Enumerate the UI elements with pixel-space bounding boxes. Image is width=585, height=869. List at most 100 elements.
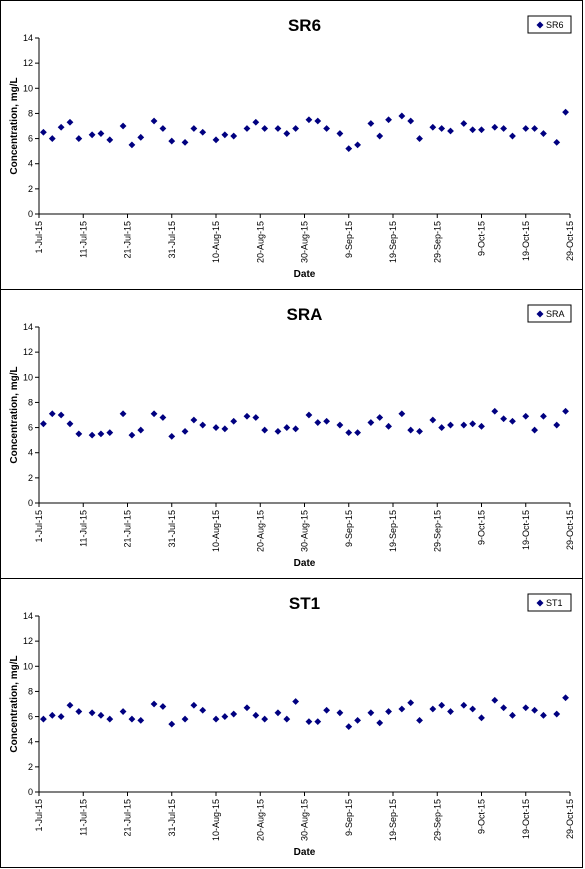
data-point — [553, 138, 561, 146]
chart-panel-sr6: SR6 0 2 4 6 8 10 12 14 1-Jul-15 11-Jul-15 21-Jul-15… — [0, 0, 583, 291]
data-point — [75, 708, 83, 715]
data-point — [252, 118, 260, 126]
data-point — [150, 700, 158, 708]
data-point — [97, 430, 105, 438]
x-tick-label: 1-Jul-15 — [34, 221, 44, 254]
data-point — [407, 426, 415, 434]
data-point — [159, 414, 167, 421]
data-point — [336, 421, 344, 429]
data-point — [367, 120, 375, 127]
data-point — [283, 715, 291, 723]
data-point — [305, 116, 313, 124]
y-tick-label: 0 — [28, 498, 33, 508]
data-point — [540, 412, 547, 420]
data-point — [199, 421, 207, 429]
y-tick-label: 2 — [28, 473, 33, 483]
data-point — [243, 125, 251, 132]
x-tick-label: 11-Jul-15 — [78, 221, 88, 258]
x-tick-label: 9-Sep-15 — [344, 221, 354, 258]
x-tick-label: 30-Aug-15 — [300, 510, 310, 552]
data-point — [292, 698, 300, 705]
data-point — [159, 125, 167, 132]
data-point — [181, 138, 189, 146]
data-point — [376, 414, 384, 421]
data-point — [438, 125, 446, 132]
data-point — [540, 711, 547, 719]
legend-label: SRA — [546, 309, 565, 319]
data-point — [416, 135, 423, 142]
data-point — [243, 704, 251, 712]
x-tick-label: 19-Oct-15 — [521, 221, 531, 261]
x-axis-label: Date — [294, 847, 316, 858]
y-tick-label: 8 — [28, 397, 33, 407]
data-point — [562, 694, 569, 702]
data-point — [57, 123, 65, 131]
data-point — [314, 718, 322, 725]
x-tick-label: 29-Sep-15 — [432, 510, 442, 552]
data-point — [97, 130, 105, 137]
data-point — [40, 420, 47, 428]
data-point — [509, 132, 516, 140]
y-tick-label: 2 — [28, 184, 33, 194]
legend-box — [527, 304, 572, 323]
data-point — [274, 709, 282, 717]
data-point — [88, 431, 96, 439]
x-tick-label: 21-Jul-15 — [123, 799, 133, 837]
x-axis-label: Date — [294, 558, 316, 569]
data-point — [168, 432, 176, 440]
data-point — [199, 128, 207, 136]
data-point — [261, 426, 269, 434]
data-point — [274, 125, 282, 132]
data-point — [531, 426, 538, 434]
x-tick-label: 10-Aug-15 — [211, 799, 221, 841]
data-point — [460, 421, 468, 429]
y-tick-label: 4 — [28, 159, 33, 169]
data-point — [150, 410, 158, 418]
data-point — [106, 136, 114, 144]
data-point — [48, 711, 56, 719]
data-point — [491, 696, 499, 704]
data-point — [354, 429, 361, 436]
x-tick-label: 29-Oct-15 — [565, 799, 575, 839]
data-point — [447, 127, 454, 135]
y-tick-label: 12 — [23, 58, 33, 68]
x-tick-label: 9-Oct-15 — [477, 510, 487, 545]
y-tick-label: 0 — [28, 209, 33, 219]
data-point — [385, 708, 392, 715]
data-point — [199, 706, 207, 714]
data-point — [261, 715, 269, 723]
data-point — [407, 117, 415, 125]
data-point — [469, 126, 477, 134]
x-tick-label: 29-Sep-15 — [432, 799, 442, 841]
data-point — [314, 117, 322, 125]
data-point — [221, 425, 229, 433]
data-point — [212, 136, 220, 144]
data-point — [336, 709, 344, 717]
x-tick-label: 9-Sep-15 — [344, 799, 354, 836]
data-point — [398, 705, 406, 713]
data-point — [345, 429, 353, 436]
x-tick-label: 11-Jul-15 — [78, 510, 88, 547]
data-point — [190, 701, 198, 709]
data-point — [305, 411, 313, 419]
x-tick-label: 29-Oct-15 — [565, 510, 575, 550]
x-tick-label: 19-Sep-15 — [388, 510, 398, 552]
y-tick-label: 6 — [28, 712, 33, 722]
data-point — [168, 720, 176, 728]
data-point — [106, 715, 114, 723]
data-point — [252, 711, 260, 719]
x-tick-label: 9-Oct-15 — [477, 799, 487, 834]
x-tick-label: 9-Sep-15 — [344, 510, 354, 547]
data-point — [221, 131, 229, 139]
chart-panel-st1: ST1 0 2 4 6 8 10 12 14 1-Jul-15 11-Jul-15 21-Jul-15… — [0, 578, 583, 868]
x-tick-label: 1-Jul-15 — [34, 799, 44, 832]
y-tick-label: 14 — [23, 33, 33, 43]
data-point — [438, 701, 446, 709]
data-point — [416, 716, 423, 724]
y-tick-label: 8 — [28, 686, 33, 696]
data-point — [48, 410, 56, 418]
data-point — [509, 711, 516, 719]
x-tick-label: 20-Aug-15 — [255, 221, 265, 263]
data-point — [460, 701, 468, 709]
x-tick-label: 31-Jul-15 — [167, 799, 177, 837]
